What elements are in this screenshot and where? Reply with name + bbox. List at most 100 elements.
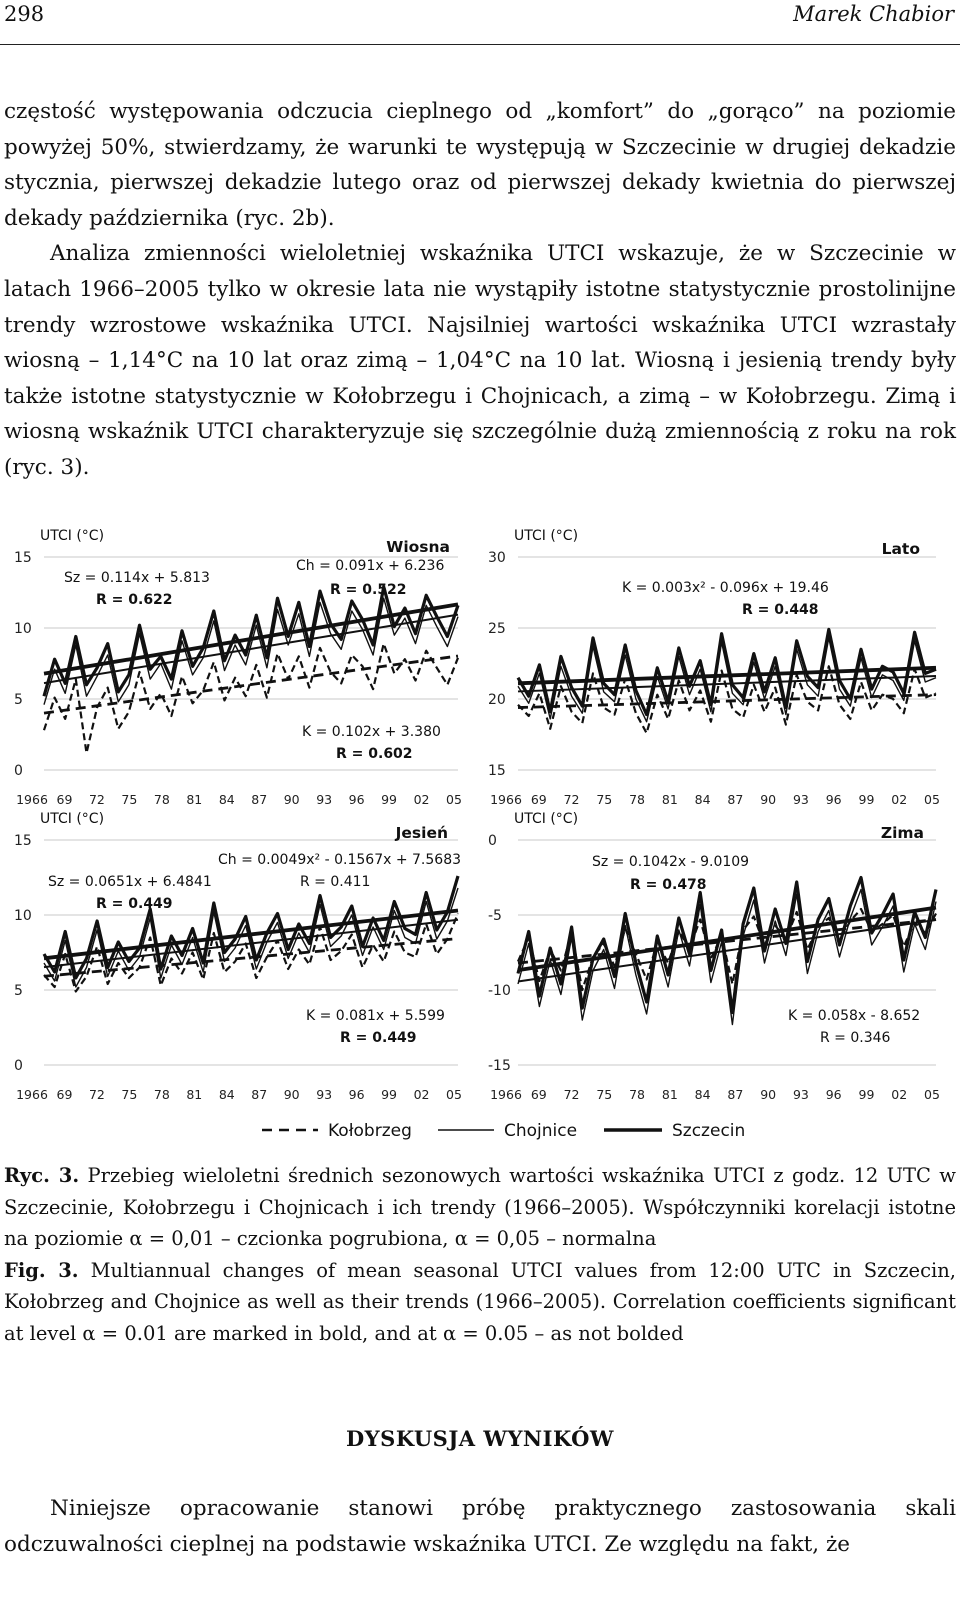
legend-label: Szczecin [672, 1121, 745, 1141]
x-tick-label: 72 [89, 792, 105, 807]
trend-line-szczecin [517, 905, 937, 972]
x-tick-label: 81 [186, 792, 202, 807]
y-axis-label: UTCI (°C) [40, 811, 104, 827]
x-tick-label: 87 [727, 1087, 743, 1102]
x-tick-label: 90 [760, 1087, 776, 1102]
series-line-kolobrzeg [43, 913, 460, 993]
page-number: 298 [4, 2, 45, 26]
x-tick-label: 02 [414, 792, 430, 807]
caption-pl-label: Ryc. 3. [4, 1164, 80, 1187]
y-tick-label: -10 [488, 983, 511, 999]
y-tick-label: 10 [14, 621, 32, 637]
chart-title: Lato [882, 540, 920, 558]
regression-annotation: Sz = 0.0651x + 6.4841 [48, 874, 212, 890]
x-tick-label: 99 [381, 1087, 397, 1102]
figure-caption: Ryc. 3. Przebieg wieloletni średnich sez… [4, 1160, 956, 1349]
x-tick-label: 1966 [490, 792, 522, 807]
x-tick-label: 75 [121, 1087, 137, 1102]
y-axis-label: UTCI (°C) [514, 811, 578, 827]
x-tick-label: 99 [381, 792, 397, 807]
x-tick-label: 75 [121, 792, 137, 807]
paragraph-discussion: Niniejsze opracowanie stanowi próbę prak… [4, 1496, 956, 1557]
y-tick-label: -15 [488, 1058, 511, 1074]
regression-annotation: K = 0.081x + 5.599 [306, 1008, 445, 1024]
caption-pl-text: Przebieg wieloletni średnich sezonowych … [4, 1164, 956, 1250]
y-tick-label: 15 [488, 763, 506, 779]
series-line-szczecin [516, 875, 938, 1015]
x-tick-label: 1966 [16, 792, 48, 807]
y-tick-label: 15 [14, 550, 32, 566]
regression-annotation: R = 0.622 [96, 592, 173, 608]
y-axis-label: UTCI (°C) [40, 528, 104, 544]
x-tick-label: 93 [793, 792, 809, 807]
figure-3: 15 10 5 0 1966 69 72 75 78 81 84 87 90 93 96 99 02 05 UTCI… [0, 520, 960, 1160]
paragraph-continued: częstość występowania odczucia cieplnego… [4, 99, 956, 231]
x-tick-label: 93 [316, 1087, 332, 1102]
regression-annotation: Sz = 0.1042x - 9.0109 [592, 854, 749, 870]
x-tick-label: 05 [924, 1087, 940, 1102]
legend-label: Kołobrzeg [328, 1121, 412, 1141]
x-tick-label: 78 [154, 792, 170, 807]
trend-line-chojnice [517, 674, 937, 693]
regression-annotation: R = 0.346 [820, 1030, 891, 1046]
x-tick-label: 78 [629, 792, 645, 807]
body-text-lower: Niniejsze opracowanie stanowi próbę prak… [4, 1491, 956, 1562]
x-tick-label: 99 [859, 792, 875, 807]
series-line-chojnice [43, 887, 459, 988]
x-tick-label: 05 [446, 1087, 462, 1102]
x-tick-label: 75 [596, 792, 612, 807]
trend-line-kolobrzeg [517, 693, 937, 709]
x-tick-label: 1966 [490, 1087, 522, 1102]
regression-annotation: R = 0.448 [742, 602, 819, 618]
regression-annotation: R = 0.411 [300, 874, 370, 890]
regression-annotation: R = 0.449 [340, 1030, 417, 1046]
x-tick-label: 87 [251, 1087, 267, 1102]
x-tick-label: 05 [924, 792, 940, 807]
x-tick-label: 81 [662, 792, 678, 807]
y-tick-label: 15 [14, 833, 32, 849]
caption-english: Fig. 3. Multiannual changes of mean seas… [4, 1255, 956, 1350]
x-tick-label: 81 [662, 1087, 678, 1102]
x-tick-label: 69 [531, 792, 547, 807]
x-tick-label: 81 [186, 1087, 202, 1102]
y-tick-label: 0 [14, 763, 23, 779]
caption-en-text: Multiannual changes of mean seasonal UTC… [4, 1258, 957, 1345]
caption-polish: Ryc. 3. Przebieg wieloletni średnich sez… [4, 1160, 956, 1255]
y-tick-label: 10 [14, 908, 32, 924]
x-tick-label: 02 [891, 792, 907, 807]
regression-annotation: R = 0.478 [630, 877, 707, 893]
regression-annotation: R = 0.522 [330, 582, 407, 598]
y-axis-label: UTCI (°C) [514, 528, 578, 544]
y-tick-label: 25 [488, 621, 506, 637]
x-tick-label: 90 [760, 792, 776, 807]
x-tick-label: 99 [859, 1087, 875, 1102]
figure-3-charts: 15 10 5 0 1966 69 72 75 78 81 84 87 90 93 96 99 02 05 UTCI… [14, 528, 940, 1141]
x-tick-label: 87 [727, 792, 743, 807]
series-line-kolobrzeg [517, 665, 937, 735]
regression-annotation: R = 0.449 [96, 896, 173, 912]
y-tick-label: 30 [488, 550, 506, 566]
series-line-kolobrzeg [42, 642, 460, 755]
x-tick-label: 02 [414, 1087, 430, 1102]
header-rule [0, 44, 960, 45]
y-tick-label: -5 [488, 908, 502, 924]
paragraph-utci-analysis: Analiza zmienności wieloletniej wskaźnik… [4, 241, 956, 480]
chart-title: Jesień [395, 824, 448, 842]
chart-title: Wiosna [386, 538, 450, 556]
y-tick-label: 5 [14, 983, 23, 999]
x-tick-label: 69 [57, 792, 73, 807]
regression-annotation: Ch = 0.091x + 6.236 [296, 558, 444, 574]
x-tick-label: 72 [564, 1087, 580, 1102]
y-tick-label: 20 [488, 692, 506, 708]
trend-line-kolobrzeg [517, 918, 937, 965]
x-tick-label: 84 [219, 1087, 235, 1102]
x-tick-label: 84 [219, 792, 235, 807]
regression-annotation: Ch = 0.0049x² - 0.1567x + 7.5683 [218, 852, 461, 868]
page-header: 298 Marek Chabior [0, 0, 960, 44]
trend-line-szczecin [517, 665, 937, 686]
body-text-upper: częstość występowania odczucia cieplnego… [4, 94, 956, 486]
x-tick-label: 05 [446, 792, 462, 807]
chart-title: Zima [881, 824, 924, 842]
x-tick-label: 75 [596, 1087, 612, 1102]
x-tick-label: 96 [826, 792, 842, 807]
